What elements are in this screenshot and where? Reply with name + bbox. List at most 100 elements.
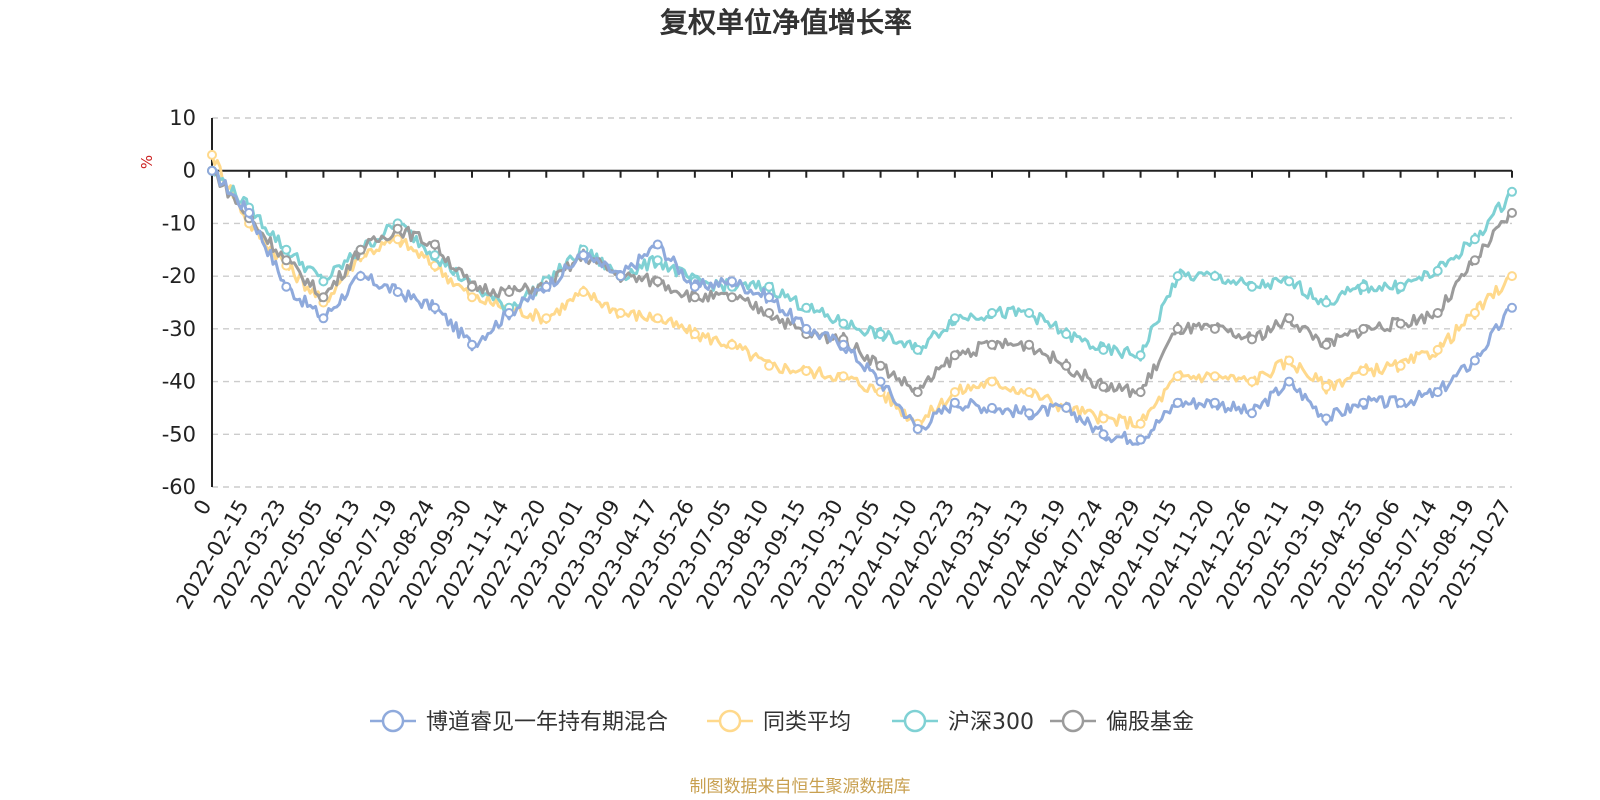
data-point [1098,429,1109,440]
data-point [727,339,737,350]
data-point [1247,408,1257,419]
legend-item[interactable]: 沪深300 [892,709,1034,735]
data-point [392,223,403,234]
data-point [1284,376,1295,387]
data-point [652,276,663,287]
data-point [1432,265,1443,276]
data-point [1432,308,1443,318]
data-point [987,339,997,350]
series-group [207,165,1517,446]
data-point [429,302,440,313]
legend-label: 沪深300 [948,710,1034,735]
data-point [949,350,960,361]
data-point [987,376,997,387]
data-point [1395,397,1406,408]
data-point [429,250,440,261]
data-point [244,207,255,218]
legend-item[interactable]: 同类平均 [707,709,851,735]
data-point [727,276,737,287]
legend-item[interactable]: 偏股基金 [1050,709,1194,735]
data-point [801,323,812,334]
data-point [875,329,886,340]
y-tick-label: -10 [162,211,196,235]
data-point [949,397,960,408]
data-point [764,308,775,318]
series-line [210,169,1513,362]
legend-label: 偏股基金 [1106,710,1194,735]
data-point [1507,186,1517,197]
legend-swatch-marker [1061,709,1085,733]
data-point [1061,329,1072,340]
data-point [1284,313,1295,324]
y-tick-label: 10 [169,106,196,130]
data-point [281,244,292,255]
data-point [1024,339,1035,350]
data-point [838,318,849,329]
data-point [912,344,923,355]
data-point [1172,397,1183,408]
data-point [652,239,663,250]
data-point [1284,276,1295,287]
data-point [615,308,626,318]
data-point [987,402,997,413]
data-point [1469,308,1480,318]
data-point [1172,271,1183,282]
y-axis: 10 0 -10 -20 -30 -40 -50 -60 [162,106,213,499]
data-point [1321,381,1332,392]
data-point [1432,344,1443,355]
data-point [1395,360,1406,371]
legend: 博道睿见一年持有期混合 同类平均 沪深300 偏股基金 [370,709,1194,735]
data-point [1284,355,1295,366]
series-group [207,165,1517,362]
data-source-note: 制图数据来自恒生聚源数据库 [690,777,911,797]
data-point [1469,255,1480,266]
data-point [1135,418,1146,429]
data-point [1507,207,1517,218]
data-point [1209,323,1220,334]
data-point [429,239,440,250]
grid-lines [212,117,1512,488]
y-tick-label: -60 [162,475,196,499]
chart-title: 复权单位净值增长率 [660,6,912,39]
series-line [211,167,1513,446]
data-point [764,360,775,371]
data-point [949,387,960,398]
data-point [1507,302,1517,313]
data-point [801,366,812,376]
data-point [1358,397,1369,408]
data-point [318,313,329,324]
data-point [1321,413,1332,424]
data-point [652,313,663,324]
data-point [467,292,477,303]
data-point [689,329,700,340]
series-group [207,165,1517,398]
series-group [207,149,1517,431]
series-layer [207,149,1517,446]
legend-label: 同类平均 [763,710,851,735]
data-point [1172,323,1183,334]
data-point [1395,281,1406,292]
x-origin-label: 0 [189,496,216,520]
y-tick-label: -20 [162,264,196,288]
data-point [912,387,923,398]
data-point [541,313,552,324]
data-point [467,281,477,292]
data-point [838,339,849,350]
legend-item[interactable]: 博道睿见一年持有期混合 [370,709,668,735]
data-point [318,292,329,303]
data-point [578,287,589,297]
data-point [912,424,923,434]
data-point [1098,344,1109,355]
data-point [281,255,292,266]
data-point [318,276,329,287]
data-point [689,292,700,303]
data-point [355,244,366,255]
y-tick-label: -40 [162,370,196,394]
data-point [1358,281,1369,292]
data-point [207,165,217,176]
y-tick-label: -30 [162,317,196,341]
data-point [1061,402,1072,413]
data-point [1469,234,1480,245]
data-point [1358,323,1369,334]
data-point [764,281,775,292]
